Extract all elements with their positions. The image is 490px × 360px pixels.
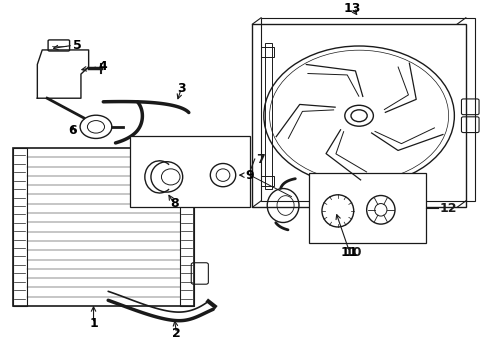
Text: 6: 6 — [69, 124, 77, 137]
Text: 3: 3 — [177, 82, 186, 95]
Text: 5: 5 — [73, 39, 82, 52]
Bar — [13, 148, 194, 306]
Text: 10: 10 — [344, 246, 362, 258]
Bar — [130, 136, 250, 207]
Text: 9: 9 — [245, 168, 254, 181]
Text: 2: 2 — [172, 327, 181, 340]
Bar — [180, 148, 194, 306]
Bar — [265, 43, 272, 189]
Bar — [261, 176, 274, 186]
Text: 4: 4 — [98, 60, 107, 73]
Bar — [252, 24, 466, 207]
Bar — [309, 173, 426, 243]
Text: 12: 12 — [440, 202, 457, 215]
Text: 13: 13 — [344, 2, 361, 15]
Text: 8: 8 — [170, 197, 178, 210]
Bar — [13, 148, 26, 306]
Text: 11: 11 — [341, 246, 358, 258]
Bar — [261, 47, 274, 57]
Text: 1: 1 — [89, 317, 98, 330]
Text: 7: 7 — [256, 153, 265, 166]
Bar — [261, 18, 475, 201]
